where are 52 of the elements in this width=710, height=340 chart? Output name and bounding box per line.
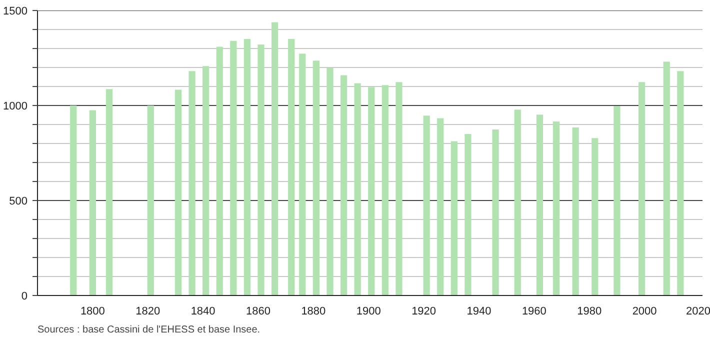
x-tick-label: 1840 [190,306,216,318]
y-tick-label: 1000 [3,100,28,112]
source-note: Sources : base Cassini de l'EHESS et base Insee. [38,324,260,336]
bar [188,71,196,296]
x-tick-label: 1820 [136,306,160,318]
x-tick-label: 1940 [466,306,492,318]
bar [216,46,223,296]
bar [492,129,499,296]
x-tick-label: 1800 [80,306,105,318]
bar [258,44,264,296]
x-tick-label: 1880 [301,306,326,318]
x-tick-label: 1860 [246,306,270,318]
bar [230,40,237,296]
x-tick-label: 1900 [356,306,381,318]
x-tick-label: 2020 [686,306,710,318]
bar [552,121,560,296]
bar [677,71,684,296]
bar [382,85,388,296]
y-tick-label: 0 [21,290,28,302]
bar [89,110,96,296]
bar [271,22,278,296]
bar [396,82,402,296]
bar [312,60,320,296]
x-tick-label: 1980 [577,306,602,318]
bar [147,106,154,296]
bar [244,39,251,296]
bar [614,106,620,296]
bar [340,75,348,296]
bar [638,82,646,296]
bar [514,110,521,296]
bar [202,66,210,296]
bar [536,114,544,296]
bar [450,141,458,296]
bar [354,83,361,296]
x-tick-label: 1920 [412,306,436,318]
bar [572,127,579,296]
y-tick-label: 500 [9,196,28,208]
x-tick-label: 1960 [522,306,546,318]
bar [368,87,375,296]
bar [663,62,670,296]
bar [106,89,113,296]
bar [288,39,295,296]
bar [464,134,472,296]
bar [423,116,430,296]
bar [174,90,182,296]
bar [326,68,334,296]
bar [70,106,77,296]
y-tick-label: 1500 [3,6,28,18]
bar [299,54,306,296]
bar [592,138,598,296]
bar [437,118,444,296]
x-tick-label: 2000 [632,306,657,318]
